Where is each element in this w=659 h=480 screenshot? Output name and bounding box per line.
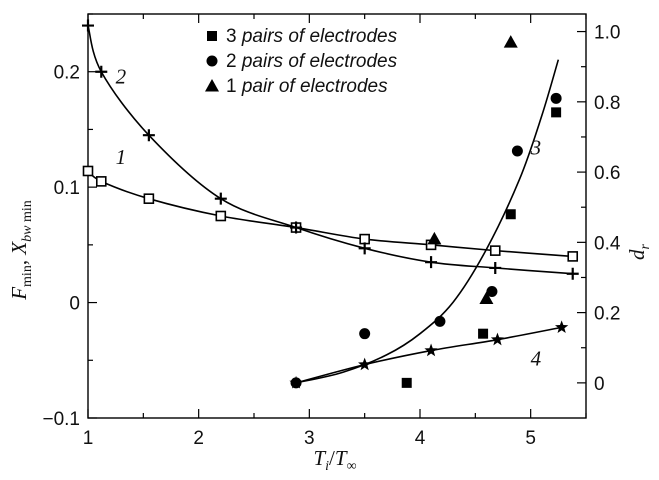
curve-2-point <box>95 65 108 78</box>
y-axis-right-title: dr <box>625 243 653 260</box>
curve-1-point <box>567 251 579 262</box>
legend-label: 2 pairs of electrodes <box>226 51 398 72</box>
y-right-tick-label: 0 <box>594 374 605 395</box>
scatter-square-point <box>478 328 489 339</box>
curve-1-point <box>95 176 107 187</box>
curve-2-point <box>566 267 579 280</box>
curve-1-line <box>87 170 573 258</box>
y-left-tick-label: 0 <box>69 294 80 315</box>
scatter-circle-point <box>486 286 498 298</box>
x-tick-label: 5 <box>525 428 536 449</box>
x-axis-title: Ti/T∞ <box>313 446 356 474</box>
scatter-circle-point <box>550 92 562 104</box>
curve-3-line <box>295 59 560 384</box>
curve-2-point <box>290 221 303 234</box>
curve-1-point <box>143 193 155 204</box>
legend-circle-marker <box>206 55 218 67</box>
scatter-triangle-point <box>479 291 494 305</box>
scatter-square-point <box>551 107 562 118</box>
y-right-tick-label: 0.2 <box>594 304 620 325</box>
x-tick-label: 2 <box>193 428 204 449</box>
legend-entry: 2 pairs of electrodes <box>206 51 398 72</box>
curve-4-point <box>358 357 372 371</box>
curve-1-point <box>489 245 501 256</box>
curve-2-point <box>489 261 502 274</box>
curve-label-4: 4 <box>531 346 542 370</box>
curve-label-3: 3 <box>530 136 542 160</box>
chart-marks: 1 2 3 4 <box>82 19 579 389</box>
scatter-triangle-point <box>427 231 442 245</box>
legend-entry: 1 pair of electrodes <box>205 76 388 97</box>
x-tick-label: 3 <box>304 428 315 449</box>
legend-triangle-marker <box>205 79 219 92</box>
legend-label: 1 pair of electrodes <box>226 76 388 97</box>
curve-label-2: 2 <box>116 64 127 88</box>
curve-2-point <box>142 129 155 142</box>
y-left-tick-label: −0.1 <box>42 409 80 430</box>
curve-2-point <box>425 256 438 269</box>
y-right-tick-label: 0.8 <box>594 93 620 114</box>
legend-square-marker <box>207 31 217 41</box>
y-left-tick-label: 0.1 <box>54 178 80 199</box>
x-tick-label: 1 <box>83 428 94 449</box>
scatter-square-point <box>505 209 516 220</box>
y-right-tick-label: 0.4 <box>594 233 621 254</box>
scatter-circle-point <box>511 145 523 157</box>
plot-frame <box>87 13 587 419</box>
y-left-tick-label: 0.2 <box>54 63 80 84</box>
scatter-circle-point <box>290 377 302 389</box>
scatter-circle-point <box>434 315 446 327</box>
curve-1-point <box>359 233 370 245</box>
legend-label: 3 pairs of electrodes <box>226 26 398 47</box>
curve-2-point <box>214 192 227 205</box>
curve-label-1: 1 <box>116 145 127 169</box>
y-right-tick-label: 1.0 <box>594 23 620 44</box>
legend: 3 pairs of electrodes 2 pairs of electrod… <box>205 26 398 97</box>
curve-2-point <box>358 242 371 255</box>
y-axis-left-title: Fmin, Xbw min <box>7 200 35 301</box>
legend-entry: 3 pairs of electrodes <box>207 26 398 47</box>
scatter-circle-point <box>359 328 371 340</box>
curve-1-point <box>215 210 227 222</box>
scatter-triangle-point <box>503 35 518 48</box>
curve-2-point <box>82 19 94 32</box>
plot-axes: 1 2 3 4 5 −0.1 0 0.1 0.2 0 0.2 0.4 0.6 0.8 1.0 <box>42 13 621 449</box>
scatter-square-point <box>401 377 412 388</box>
curve-1-point <box>82 165 94 177</box>
curve-4-point <box>424 343 438 357</box>
x-tick-label: 4 <box>415 428 426 449</box>
curve-4-point <box>555 320 569 334</box>
y-right-tick-label: 0.6 <box>594 163 620 184</box>
curve-4-point <box>490 332 505 346</box>
